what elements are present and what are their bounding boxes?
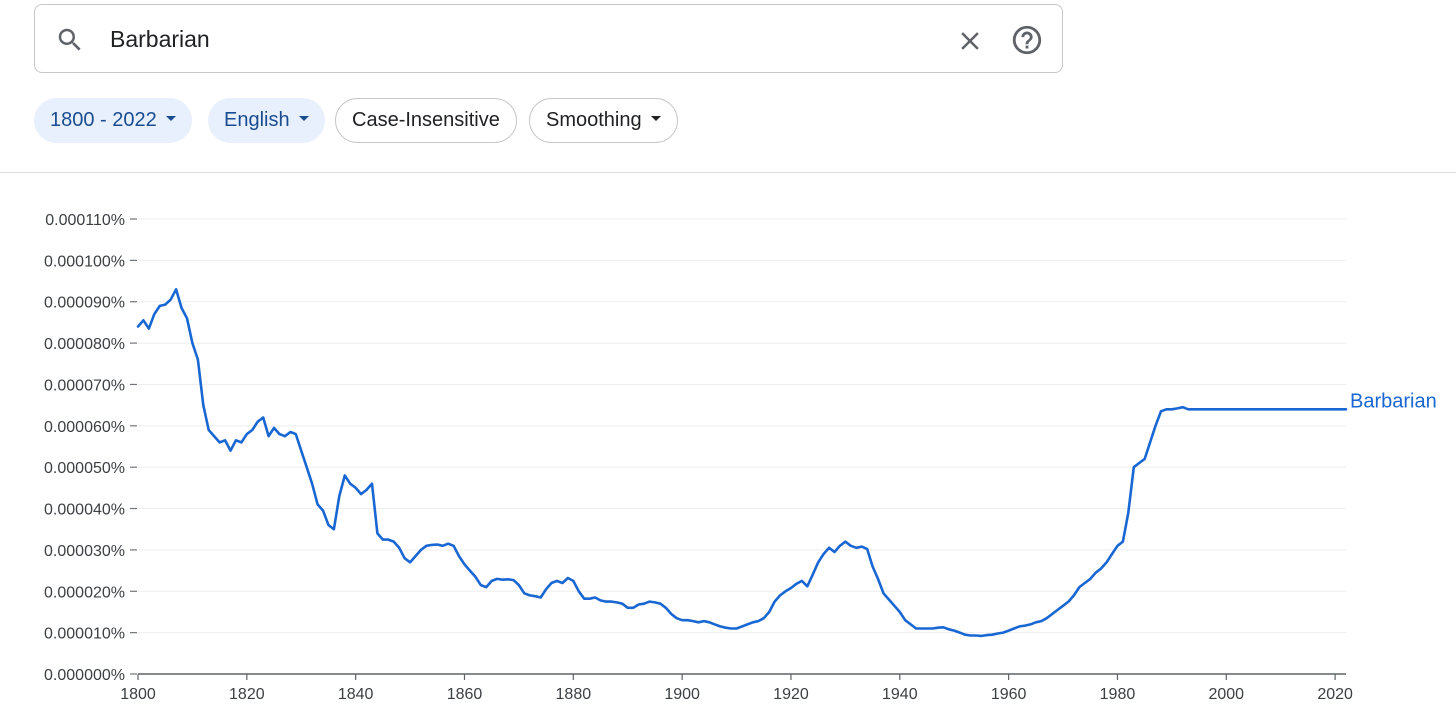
x-tick-label: 1980 — [1100, 686, 1136, 703]
divider — [0, 172, 1456, 173]
y-tick-label: 0.000090% — [44, 295, 125, 312]
x-tick-label: 1860 — [447, 686, 483, 703]
y-tick-label: 0.000110% — [45, 212, 125, 229]
help-circle-icon[interactable] — [1010, 23, 1044, 57]
corpus-chip[interactable]: English — [208, 98, 325, 143]
ngram-chart: 0.000000% 0.000010% 0.000020% 0.000030% 0.00… — [44, 212, 1437, 703]
x-tick-label: 1940 — [882, 686, 918, 703]
search-box[interactable]: Barbarian — [34, 4, 1063, 73]
chevron-down-icon — [650, 116, 661, 122]
x-tick-label: 1840 — [338, 686, 374, 703]
series-line-barbarian[interactable] — [136, 288, 1348, 638]
y-tick-label: 0.000060% — [44, 419, 125, 436]
corpus-label: English — [224, 109, 290, 131]
year-range-label: 1800 - 2022 — [50, 109, 157, 131]
x-tick-label: 1900 — [664, 686, 700, 703]
y-tick-label: 0.000010% — [44, 626, 125, 643]
y-tick-label: 0.000080% — [44, 336, 125, 353]
chevron-down-icon — [298, 116, 309, 122]
y-tick-label: 0.000020% — [44, 584, 125, 601]
chevron-down-icon — [165, 116, 176, 122]
x-tick-label: 1960 — [991, 686, 1027, 703]
x-tick-label: 2020 — [1317, 686, 1353, 703]
search-icon — [58, 28, 81, 51]
year-range-chip[interactable]: 1800 - 2022 — [34, 98, 192, 143]
case-insensitive-label: Case-Insensitive — [352, 109, 500, 131]
x-tick-label: 1880 — [556, 686, 592, 703]
x-tick-label: 1920 — [773, 686, 809, 703]
x-tick-label: 1800 — [120, 686, 156, 703]
smoothing-chip[interactable]: Smoothing — [529, 98, 678, 143]
case-insensitive-chip[interactable]: Case-Insensitive — [335, 98, 517, 143]
y-tick-label: 0.000070% — [44, 377, 125, 394]
search-input[interactable]: Barbarian — [110, 26, 210, 52]
y-tick-label: 0.000030% — [44, 543, 125, 560]
close-icon[interactable] — [955, 26, 985, 56]
smoothing-label: Smoothing — [546, 109, 642, 131]
y-tick-label: 0.000050% — [44, 460, 125, 477]
y-tick-label: 0.000000% — [44, 667, 125, 684]
y-tick-label: 0.000040% — [44, 502, 125, 519]
x-tick-label: 1820 — [229, 686, 265, 703]
x-tick-label: 2000 — [1208, 686, 1244, 703]
series-label[interactable]: Barbarian — [1350, 390, 1437, 412]
y-tick-label: 0.000100% — [44, 253, 125, 270]
